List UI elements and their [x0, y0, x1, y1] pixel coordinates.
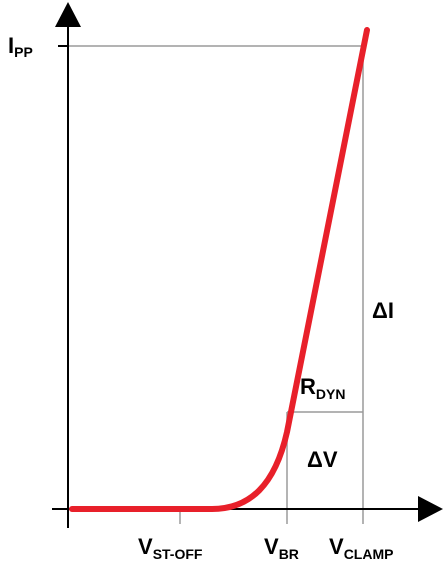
delta-v-label: ΔV: [307, 447, 338, 472]
vbr-label: VBR: [264, 534, 299, 561]
rdyn-label: RDYN: [300, 374, 345, 402]
delta-i-label: ΔI: [372, 298, 394, 323]
vst-off-label: VST-OFF: [138, 534, 203, 561]
vclamp-label: VCLAMP: [329, 534, 393, 561]
ipp-label: IPP: [8, 33, 33, 60]
x-axis-arrow-icon: [418, 496, 443, 522]
y-axis-arrow-icon: [55, 2, 81, 27]
iv-curve: [69, 27, 370, 512]
